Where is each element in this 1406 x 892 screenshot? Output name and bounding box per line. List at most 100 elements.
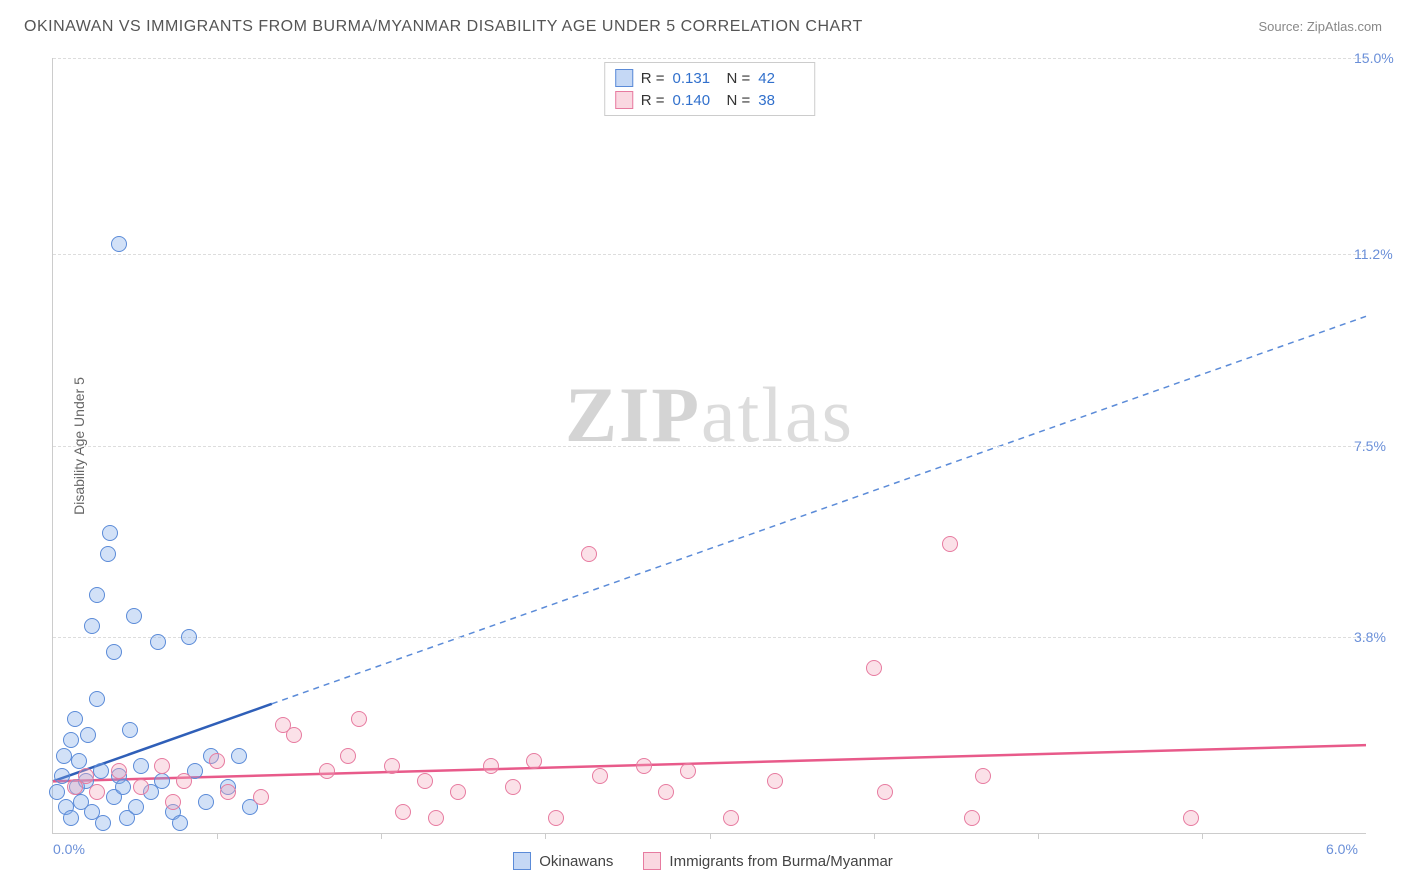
gridline	[53, 254, 1366, 255]
scatter-point-burma	[450, 784, 466, 800]
scatter-point-okinawans	[71, 753, 87, 769]
stats-n-label: N =	[727, 70, 751, 87]
scatter-point-okinawans	[100, 546, 116, 562]
stats-n-label: N =	[727, 92, 751, 109]
scatter-point-burma	[220, 784, 236, 800]
scatter-point-burma	[395, 804, 411, 820]
scatter-point-burma	[351, 711, 367, 727]
scatter-point-burma	[253, 789, 269, 805]
y-tick-label: 7.5%	[1354, 438, 1404, 454]
scatter-point-burma	[384, 758, 400, 774]
scatter-point-okinawans	[133, 758, 149, 774]
stats-r-value: 0.140	[673, 92, 719, 109]
scatter-point-burma	[592, 768, 608, 784]
scatter-point-okinawans	[93, 763, 109, 779]
scatter-point-burma	[340, 748, 356, 764]
legend-item-burma: Immigrants from Burma/Myanmar	[643, 852, 892, 870]
trend-line	[53, 745, 1366, 781]
legend-item-okinawans: Okinawans	[513, 852, 613, 870]
scatter-point-burma	[209, 753, 225, 769]
scatter-point-okinawans	[67, 711, 83, 727]
scatter-point-burma	[154, 758, 170, 774]
legend-label: Immigrants from Burma/Myanmar	[669, 853, 892, 870]
x-minor-tick	[874, 833, 875, 839]
stats-legend-box: R = 0.131 N = 42 R = 0.140 N = 38	[604, 62, 816, 116]
scatter-point-okinawans	[198, 794, 214, 810]
scatter-point-okinawans	[126, 608, 142, 624]
scatter-point-okinawans	[80, 727, 96, 743]
scatter-point-okinawans	[154, 773, 170, 789]
scatter-point-okinawans	[122, 722, 138, 738]
scatter-point-burma	[581, 546, 597, 562]
scatter-point-burma	[505, 779, 521, 795]
scatter-point-okinawans	[89, 691, 105, 707]
stats-r-label: R =	[641, 70, 665, 87]
y-tick-label: 11.2%	[1354, 246, 1404, 262]
scatter-point-okinawans	[115, 779, 131, 795]
stats-r-value: 0.131	[673, 70, 719, 87]
scatter-point-burma	[133, 779, 149, 795]
scatter-point-okinawans	[111, 236, 127, 252]
chart-title: OKINAWAN VS IMMIGRANTS FROM BURMA/MYANMA…	[24, 18, 863, 36]
scatter-point-burma	[1183, 810, 1199, 826]
scatter-point-burma	[319, 763, 335, 779]
x-minor-tick	[381, 833, 382, 839]
scatter-point-burma	[723, 810, 739, 826]
scatter-point-okinawans	[128, 799, 144, 815]
plot-area: ZIPatlas R =0.131N =42R =0.140N =38 3.8%…	[52, 58, 1366, 834]
legend-swatch-okinawans	[615, 69, 633, 87]
scatter-point-burma	[428, 810, 444, 826]
scatter-point-okinawans	[172, 815, 188, 831]
stats-row-burma: R = 0.140 N = 38	[615, 89, 805, 111]
scatter-point-burma	[483, 758, 499, 774]
stats-row-okinawans: R = 0.131 N = 42	[615, 67, 805, 89]
scatter-point-okinawans	[106, 644, 122, 660]
scatter-point-burma	[942, 536, 958, 552]
scatter-point-okinawans	[63, 732, 79, 748]
scatter-point-okinawans	[63, 810, 79, 826]
stats-n-value: 42	[758, 70, 804, 87]
scatter-point-burma	[526, 753, 542, 769]
scatter-point-burma	[767, 773, 783, 789]
stats-n-value: 38	[758, 92, 804, 109]
scatter-point-burma	[176, 773, 192, 789]
scatter-point-okinawans	[231, 748, 247, 764]
legend-swatch-burma	[615, 91, 633, 109]
x-minor-tick	[545, 833, 546, 839]
scatter-point-okinawans	[181, 629, 197, 645]
scatter-point-burma	[165, 794, 181, 810]
scatter-point-burma	[636, 758, 652, 774]
scatter-point-burma	[877, 784, 893, 800]
scatter-point-burma	[417, 773, 433, 789]
scatter-point-okinawans	[49, 784, 65, 800]
scatter-point-okinawans	[89, 587, 105, 603]
scatter-point-burma	[78, 768, 94, 784]
scatter-point-okinawans	[150, 634, 166, 650]
scatter-point-burma	[548, 810, 564, 826]
scatter-point-okinawans	[84, 618, 100, 634]
bottom-legend: Okinawans Immigrants from Burma/Myanmar	[0, 852, 1406, 870]
scatter-point-burma	[658, 784, 674, 800]
gridline	[53, 446, 1366, 447]
y-tick-label: 3.8%	[1354, 629, 1404, 645]
scatter-point-burma	[111, 763, 127, 779]
source-attribution: Source: ZipAtlas.com	[1258, 19, 1382, 34]
gridline	[53, 637, 1366, 638]
x-minor-tick	[217, 833, 218, 839]
x-minor-tick	[710, 833, 711, 839]
legend-swatch-okinawans	[513, 852, 531, 870]
x-minor-tick	[1038, 833, 1039, 839]
scatter-point-burma	[866, 660, 882, 676]
scatter-point-burma	[964, 810, 980, 826]
trend-line	[272, 316, 1366, 703]
scatter-point-burma	[680, 763, 696, 779]
x-minor-tick	[1202, 833, 1203, 839]
scatter-point-burma	[89, 784, 105, 800]
scatter-point-okinawans	[95, 815, 111, 831]
legend-swatch-burma	[643, 852, 661, 870]
scatter-point-burma	[975, 768, 991, 784]
legend-label: Okinawans	[539, 853, 613, 870]
scatter-point-okinawans	[102, 525, 118, 541]
gridline	[53, 58, 1366, 59]
stats-r-label: R =	[641, 92, 665, 109]
